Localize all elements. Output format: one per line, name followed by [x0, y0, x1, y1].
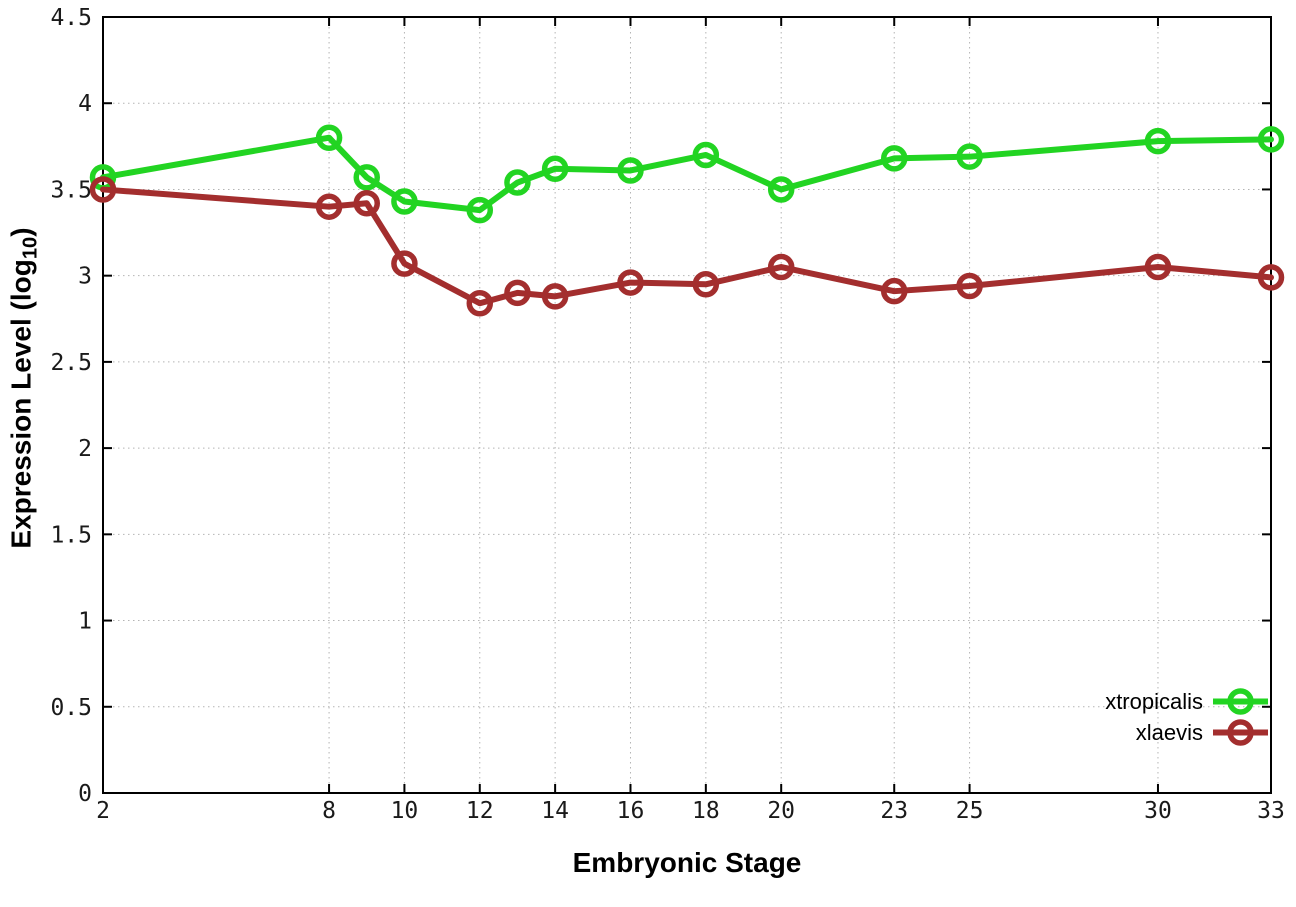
series-line-xlaevis [100, 186, 1274, 307]
data-point-xtropicalis [880, 145, 908, 172]
legend-item-xlaevis: xlaevis [1105, 717, 1269, 748]
x-axis-tick-label: 12 [466, 798, 494, 824]
y-axis-tick-label: 0.5 [50, 695, 92, 721]
y-axis-tick-label: 3 [78, 264, 92, 290]
data-point-xlaevis [956, 272, 983, 300]
data-point-xtropicalis [767, 176, 795, 203]
y-axis-tick-label: 1 [78, 609, 92, 635]
legend: xtropicalis xlaevis [1105, 686, 1269, 748]
y-axis-tick-label: 4 [78, 91, 92, 117]
legend-marker-xlaevis [1213, 719, 1268, 746]
data-point-xlaevis [504, 279, 531, 307]
data-point-xtropicalis [466, 196, 494, 224]
data-point-xlaevis [767, 253, 795, 281]
data-point-xlaevis [692, 271, 720, 298]
x-axis-tick-label: 33 [1257, 798, 1285, 824]
data-point-xlaevis [617, 269, 644, 296]
data-point-xlaevis [315, 193, 343, 220]
data-point-xtropicalis [541, 155, 569, 183]
y-axis-tick-label: 3.5 [50, 177, 92, 203]
data-point-xlaevis [1257, 264, 1285, 291]
x-axis-tick-label: 20 [767, 798, 795, 824]
data-point-xlaevis [880, 277, 908, 305]
data-point-xlaevis [391, 250, 418, 277]
plot-border [102, 16, 1272, 794]
x-axis-tick-label: 18 [692, 798, 720, 824]
x-axis-tick-label: 8 [322, 798, 336, 824]
y-axis-title-close: ) [5, 227, 37, 237]
data-point-xlaevis [89, 176, 117, 203]
data-point-xtropicalis [956, 143, 983, 170]
x-axis-title: Embryonic Stage [572, 847, 802, 878]
x-axis-tick-label: 16 [617, 798, 645, 824]
data-point-xlaevis [1144, 253, 1172, 281]
x-axis-tick-label: 25 [956, 798, 984, 824]
series-line-xtropicalis [100, 134, 1274, 214]
legend-marker-xtropicalis [1213, 688, 1268, 715]
y-axis-tick-label: 4.5 [50, 5, 92, 31]
x-axis-tick-label: 10 [391, 798, 419, 824]
y-axis-tick-label: 0 [78, 781, 92, 807]
y-axis-tick-label: 1.5 [50, 522, 92, 548]
y-axis-tick-label: 2 [78, 436, 92, 462]
x-axis-tick-label: 23 [880, 798, 908, 824]
legend-item-xtropicalis: xtropicalis [1105, 686, 1269, 717]
x-axis-tick-label: 14 [541, 798, 569, 824]
x-axis-tick-label: 30 [1144, 798, 1172, 824]
legend-label-xlaevis: xlaevis [1135, 719, 1203, 745]
x-axis-tick-label: 2 [96, 798, 110, 824]
data-point-xtropicalis [1257, 126, 1285, 153]
data-point-xlaevis [466, 290, 494, 317]
data-point-xtropicalis [1144, 127, 1172, 155]
y-axis-title-text: Expression Level (log [5, 259, 37, 549]
y-axis-title: Expression Level (log10) [6, 227, 43, 548]
y-axis-tick-label: 2.5 [50, 350, 92, 376]
data-point-xtropicalis [315, 124, 343, 151]
y-axis-title-subscript: 10 [19, 236, 42, 260]
data-point-xtropicalis [617, 157, 644, 184]
data-point-xtropicalis [692, 141, 720, 169]
data-point-xlaevis [541, 283, 569, 310]
data-point-xtropicalis [504, 169, 531, 196]
legend-label-xtropicalis: xtropicalis [1105, 688, 1203, 714]
data-point-xtropicalis [391, 188, 418, 215]
data-point-xtropicalis [353, 164, 380, 191]
data-point-xlaevis [353, 189, 380, 217]
